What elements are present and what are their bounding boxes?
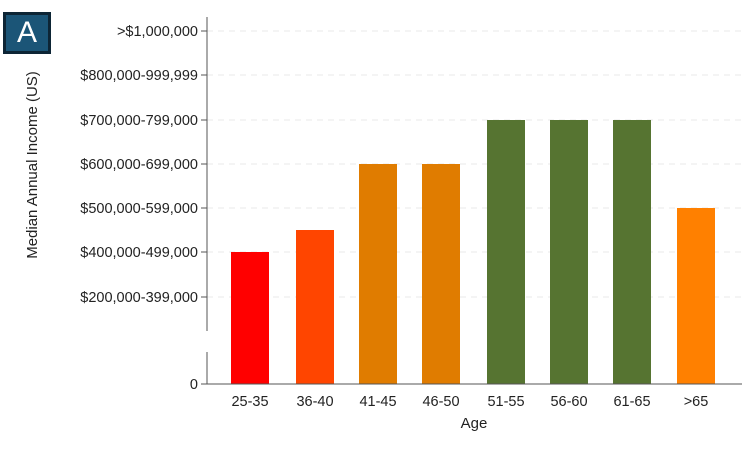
x-tick-label: >65 xyxy=(684,394,709,410)
x-tick-label: 61-65 xyxy=(613,394,650,410)
y-tick-label: $600,000-699,000 xyxy=(80,157,198,173)
x-tick-label: 46-50 xyxy=(422,394,459,410)
bar-46-50 xyxy=(422,164,460,384)
bar-56-60 xyxy=(550,120,588,384)
y-tick-label: >$1,000,000 xyxy=(117,24,198,40)
y-tick-label: $800,000-999,999 xyxy=(80,68,198,84)
x-tick-label: 25-35 xyxy=(231,394,268,410)
x-tick-label: 51-55 xyxy=(487,394,524,410)
x-tick-label: 56-60 xyxy=(550,394,587,410)
y-tick-label: 0 xyxy=(190,377,198,393)
panel-label: A xyxy=(3,12,51,54)
x-tick-label: 36-40 xyxy=(296,394,333,410)
bar-41-45 xyxy=(359,164,397,384)
bar-61-65 xyxy=(613,120,651,384)
bar-51-55 xyxy=(487,120,525,384)
y-tick-label: $400,000-499,000 xyxy=(80,245,198,261)
y-axis-title: Median Annual Income (US) xyxy=(24,71,41,259)
y-tick-label: $700,000-799,000 xyxy=(80,113,198,129)
bar-36-40 xyxy=(296,230,334,384)
bar->65 xyxy=(677,208,715,384)
y-tick-label: $500,000-599,000 xyxy=(80,201,198,217)
x-axis-title: Age xyxy=(461,415,488,432)
bar-25-35 xyxy=(231,252,269,384)
y-tick-label: $200,000-399,000 xyxy=(80,290,198,306)
x-tick-label: 41-45 xyxy=(359,394,396,410)
